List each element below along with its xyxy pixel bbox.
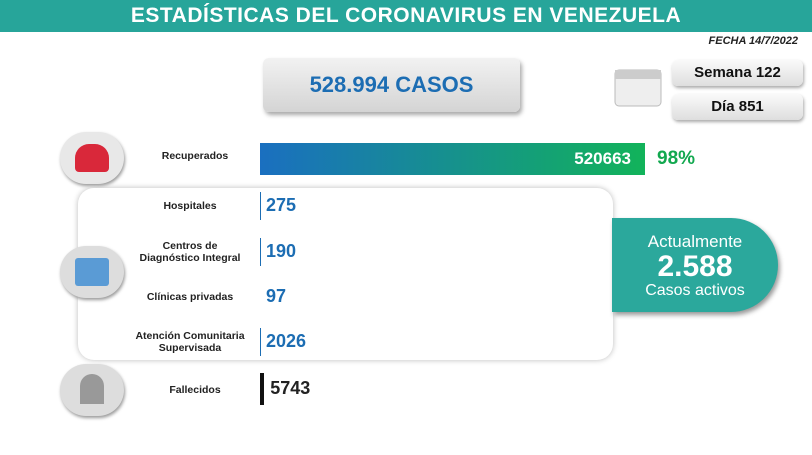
bar-value: 520663 <box>574 149 631 168</box>
recovered-label: Recuperados <box>161 150 229 162</box>
facility-label: Clínicas privadas <box>146 291 234 303</box>
facility-label: Hospitales <box>163 200 217 212</box>
total-cases: 528.994 CASOS <box>263 58 520 112</box>
header-band <box>0 0 812 32</box>
facilities-panel <box>78 188 613 360</box>
deaths-label: Fallecidos <box>169 384 221 396</box>
title: ESTADÍSTICAS DEL CORONAVIRUS EN VENEZUEL… <box>130 4 682 27</box>
active-cases: Actualmente 2.588 Casos activos <box>612 218 778 312</box>
facility-value: 97 <box>266 286 287 306</box>
facility-label: Centros de Diagnóstico Integral <box>139 240 241 264</box>
facility-value: 2026 <box>266 331 307 351</box>
share: 98% <box>657 148 696 169</box>
day: Día 851 <box>672 94 803 120</box>
hospital-icon <box>60 246 124 298</box>
facility-value: 190 <box>266 241 297 261</box>
date: FECHA 14/7/2022 <box>708 35 798 47</box>
week: Semana 122 <box>672 60 803 86</box>
facility-label: Atención Comunitaria Supervisada <box>135 330 245 354</box>
bar <box>260 143 645 175</box>
facility-value: 275 <box>266 195 297 215</box>
active-value: 2.588 <box>657 250 733 283</box>
heart-icon <box>60 132 124 184</box>
grave-icon <box>60 364 124 416</box>
active-caption: Casos activos <box>645 282 745 299</box>
bar <box>260 373 265 405</box>
deaths-value: 5743 <box>270 378 311 398</box>
active-intro: Actualmente <box>647 232 743 251</box>
bar <box>260 328 262 356</box>
